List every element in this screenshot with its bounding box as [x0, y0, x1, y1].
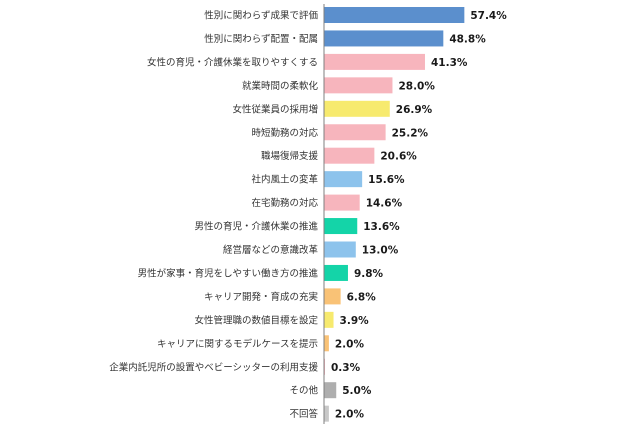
bar-10 [324, 218, 358, 235]
value-label: 28.0% [398, 80, 435, 92]
bar-8 [324, 171, 363, 188]
bar-1 [324, 7, 465, 23]
bar-3 [324, 53, 425, 70]
value-label: 13.6% [363, 221, 400, 233]
value-label: 9.8% [354, 268, 384, 280]
value-label: 3.9% [340, 315, 370, 327]
category-label: 男性が家事・育児をしやすい働き方の推進 [138, 267, 319, 279]
value-label: 48.8% [449, 33, 486, 45]
bar-2 [324, 30, 444, 47]
category-label: 時短勤務の対応 [251, 127, 318, 139]
value-label: 26.9% [396, 104, 433, 116]
category-labels-group: 性別に関わらず成果で評価性別に関わらず配置・配属女性の育児・介護休業を取りやすく… [109, 10, 318, 421]
category-label: 職場復帰支援 [261, 150, 319, 162]
bar-17 [324, 382, 337, 399]
value-label: 5.0% [342, 385, 372, 397]
bars-group [324, 7, 465, 422]
category-label: その他 [289, 385, 318, 397]
value-label: 14.6% [366, 198, 403, 210]
bar-18 [324, 405, 329, 422]
category-label: 女性従業員の採用増 [232, 103, 318, 115]
bar-6 [324, 124, 386, 141]
category-label: 女性管理職の数値目標を設定 [194, 314, 318, 326]
value-label: 41.3% [431, 57, 468, 69]
category-label: 社内風土の変革 [251, 174, 318, 186]
category-label: 不回答 [289, 408, 318, 420]
bar-9 [324, 194, 360, 211]
bar-4 [324, 77, 393, 94]
value-labels-group: 57.4% 48.8% 41.3% 28.0% 26.9% 25.2% 20.6% 15.6%… [331, 10, 507, 421]
value-label: 0.3% [331, 362, 361, 374]
bar-15 [324, 335, 329, 352]
category-label: 企業内託児所の設置やベビーシッターの利用支援 [109, 361, 318, 373]
value-label: 15.6% [368, 174, 405, 186]
value-label: 57.4% [470, 10, 507, 22]
category-label: 経営層などの意識改革 [223, 244, 319, 256]
bar-7 [324, 147, 375, 164]
category-label: キャリアに関するモデルケースを提示 [157, 338, 318, 350]
category-label: 男性の育児・介護休業の推進 [194, 221, 318, 233]
bar-13 [324, 288, 341, 305]
bar-14 [324, 311, 334, 328]
value-label: 25.2% [392, 127, 429, 139]
value-label: 2.0% [335, 409, 365, 421]
category-label: 性別に関わらず成果で評価 [204, 10, 318, 22]
value-label: 13.0% [362, 245, 399, 257]
category-label: 性別に関わらず配置・配属 [204, 33, 318, 45]
value-label: 20.6% [380, 151, 417, 163]
category-label: 在宅勤務の対応 [251, 197, 318, 209]
bar-5 [324, 100, 390, 117]
category-label: 就業時間の柔軟化 [242, 80, 319, 92]
category-label: 女性の育児・介護休業を取りやすくする [147, 56, 318, 68]
value-label: 6.8% [347, 291, 377, 303]
value-label: 2.0% [335, 338, 365, 350]
category-label: キャリア開発・育成の充実 [204, 291, 319, 303]
bar-12 [324, 264, 348, 281]
bar-11 [324, 241, 356, 258]
